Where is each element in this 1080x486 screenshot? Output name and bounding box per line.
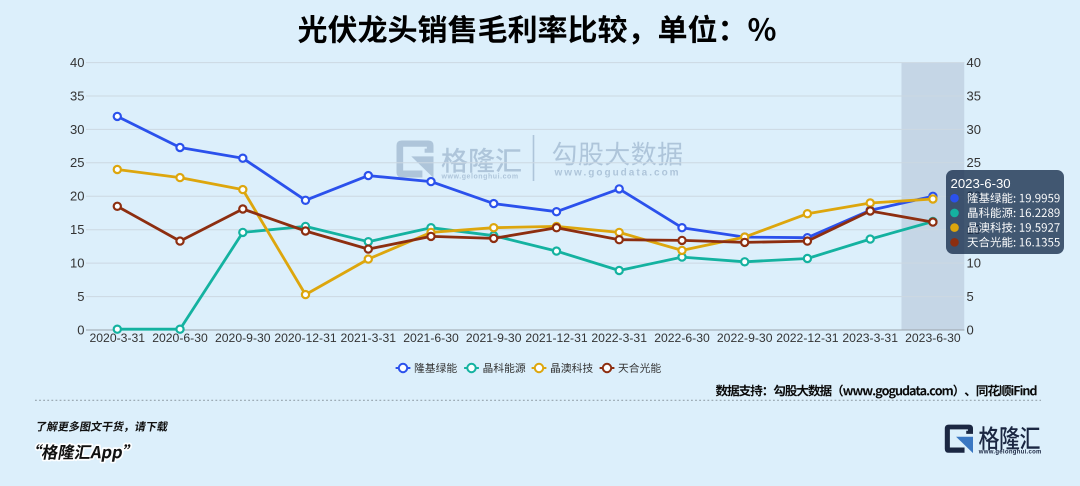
svg-text:5: 5 bbox=[967, 289, 974, 304]
svg-text:10: 10 bbox=[70, 256, 84, 271]
svg-text:2022-3-31: 2022-3-31 bbox=[591, 331, 647, 345]
svg-text:35: 35 bbox=[967, 88, 981, 103]
svg-text:2020-6-30: 2020-6-30 bbox=[152, 331, 208, 345]
svg-text:15: 15 bbox=[70, 222, 84, 237]
svg-text:2022-9-30: 2022-9-30 bbox=[717, 331, 773, 345]
svg-text:40: 40 bbox=[967, 55, 981, 70]
svg-text:2021-6-30: 2021-6-30 bbox=[403, 331, 459, 345]
svg-text:35: 35 bbox=[70, 88, 84, 103]
svg-text:40: 40 bbox=[70, 55, 84, 70]
svg-text:2022-6-30: 2022-6-30 bbox=[654, 331, 710, 345]
svg-text:2023-6-30: 2023-6-30 bbox=[905, 331, 961, 345]
svg-text:2020-12-31: 2020-12-31 bbox=[274, 331, 337, 345]
svg-text:2020-9-30: 2020-9-30 bbox=[215, 331, 271, 345]
svg-text:2022-12-31: 2022-12-31 bbox=[776, 331, 839, 345]
svg-text:5: 5 bbox=[77, 289, 84, 304]
svg-text:www.gogudata.com: www.gogudata.com bbox=[554, 168, 681, 179]
svg-text:www.gelonghui.com: www.gelonghui.com bbox=[441, 174, 519, 181]
svg-text:2021-3-31: 2021-3-31 bbox=[341, 331, 397, 345]
svg-text:25: 25 bbox=[967, 155, 981, 170]
svg-text:2021-9-30: 2021-9-30 bbox=[466, 331, 522, 345]
svg-text:www.gelonghui.com: www.gelonghui.com bbox=[978, 449, 1042, 455]
svg-text:30: 30 bbox=[70, 122, 84, 137]
svg-text:0: 0 bbox=[77, 322, 84, 337]
svg-text:2023-6-30: 2023-6-30 bbox=[951, 176, 1011, 191]
svg-text:2021-12-31: 2021-12-31 bbox=[525, 331, 588, 345]
svg-text:30: 30 bbox=[967, 122, 981, 137]
svg-text:2020-3-31: 2020-3-31 bbox=[90, 331, 146, 345]
svg-text:10: 10 bbox=[967, 256, 981, 271]
svg-text:20: 20 bbox=[70, 189, 84, 204]
svg-text:0: 0 bbox=[967, 322, 974, 337]
svg-text:2023-3-31: 2023-3-31 bbox=[842, 331, 898, 345]
svg-text:25: 25 bbox=[70, 155, 84, 170]
